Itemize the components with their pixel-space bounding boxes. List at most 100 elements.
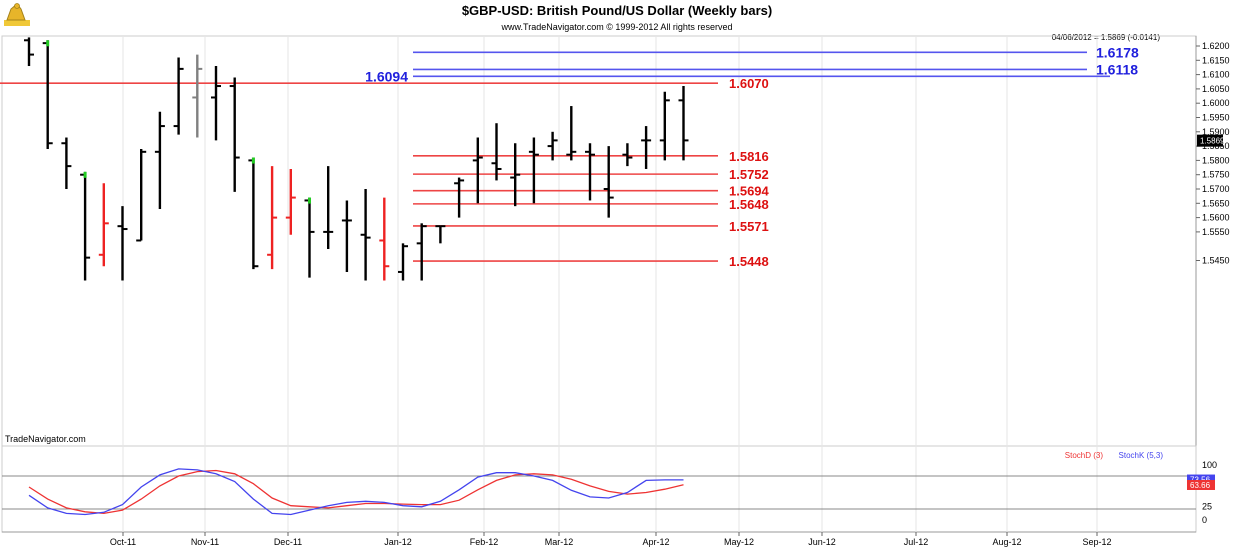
price-tick-label-11: 1.5650 <box>1202 198 1230 208</box>
ohlc-bar-26 <box>510 143 521 207</box>
date-tick-label-6: Apr-12 <box>642 537 669 547</box>
ohlc-bar-32 <box>622 143 633 167</box>
ohlc-bar-22 <box>435 225 446 244</box>
ohlc-bar-3 <box>80 171 91 281</box>
ohlc-bar-24 <box>472 137 483 204</box>
date-tick-label-0: Oct-11 <box>110 537 136 547</box>
cannon-logo-icon <box>4 3 30 26</box>
ohlc-bar-8 <box>173 57 184 135</box>
stochastic-axis: 1007525073.5663.66 <box>1187 460 1217 525</box>
price-tick-label-12: 1.5600 <box>1202 213 1230 223</box>
level-label-7: 1.5648 <box>729 197 769 212</box>
stoch-value-badge-0 <box>1187 474 1215 485</box>
level-label-1: 1.6118 <box>1096 61 1138 77</box>
stoch-value-label-1: 63.66 <box>1190 481 1211 490</box>
copyright-text: www.TradeNavigator.com © 1999-2012 All r… <box>501 22 733 32</box>
level-label-0: 1.6178 <box>1096 44 1139 60</box>
price-readout: 04/06/2012 = 1.5869 (-0.0141) <box>1052 33 1161 42</box>
ohlc-bar-12 <box>248 157 259 270</box>
ohlc-bar-20 <box>398 243 408 281</box>
current-price-badge <box>1197 134 1223 147</box>
price-tick-label-8: 1.5800 <box>1202 155 1230 165</box>
stoch-tick-label-0: 100 <box>1202 460 1217 470</box>
stoch-tick-label-2: 25 <box>1202 501 1212 511</box>
price-tick-label-14: 1.5450 <box>1202 256 1230 266</box>
price-axis: 1.6200 1.6150 1.6100 1.6050 1.6000 1.5950 1.59… <box>1196 41 1230 266</box>
ohlc-bar-11 <box>229 77 240 192</box>
date-tick-label-1: Nov-11 <box>191 537 219 547</box>
watermark: TradeNavigator.com <box>5 434 86 444</box>
price-tick-label-0: 1.6200 <box>1202 41 1230 51</box>
ohlc-bar-16 <box>323 166 334 250</box>
price-tick-label-3: 1.6050 <box>1202 84 1230 94</box>
legend-stochd: StochD (3) <box>1065 451 1104 460</box>
ohlc-bar-7 <box>154 111 165 210</box>
ohlc-bar-2 <box>61 137 72 189</box>
level-label-3: 1.6070 <box>729 76 769 91</box>
date-tick-label-3: Jan-12 <box>384 537 412 547</box>
ohlc-bar-10 <box>211 66 221 141</box>
stoch-tick-label-3: 0 <box>1202 515 1207 525</box>
ohlc-bar-6 <box>136 148 147 242</box>
date-tick-label-8: Jun-12 <box>808 537 836 547</box>
price-tick-label-6: 1.5900 <box>1202 127 1230 137</box>
ohlc-bar-18 <box>360 189 371 281</box>
ohlc-bar-34 <box>659 91 670 161</box>
level-label-5: 1.5752 <box>729 167 769 182</box>
ohlc-bar-31 <box>603 146 614 218</box>
stoch-series-1 <box>28 468 684 516</box>
ohlc-bar-13 <box>267 166 278 270</box>
price-tick-label-4: 1.6000 <box>1202 98 1230 108</box>
price-tick-label-1: 1.6150 <box>1202 55 1230 65</box>
grid-lines <box>122 37 1098 532</box>
stoch-series-0 <box>28 469 684 515</box>
stoch-value-badge-1 <box>1187 479 1215 490</box>
price-tick-label-5: 1.5950 <box>1202 113 1230 123</box>
level-label-6: 1.5694 <box>729 184 770 199</box>
ohlc-bar-1 <box>42 40 53 149</box>
legend-stochk: StochK (5,3) <box>1119 451 1164 460</box>
ohlc-bar-29 <box>566 106 577 161</box>
ohlc-bar-19 <box>379 197 390 281</box>
date-tick-label-9: Jul-12 <box>904 537 929 547</box>
ohlc-bar-5 <box>117 206 128 281</box>
ohlc-bar-0 <box>24 37 34 67</box>
date-tick-label-7: May-12 <box>724 537 754 547</box>
level-label-4: 1.5816 <box>729 149 769 164</box>
ohlc-bar-15 <box>304 197 315 278</box>
ohlc-bar-30 <box>585 143 595 201</box>
ohlc-bar-21 <box>416 223 427 281</box>
ohlc-bar-14 <box>285 168 296 235</box>
price-tick-label-10: 1.5700 <box>1202 184 1230 194</box>
ohlc-bar-17 <box>341 200 352 272</box>
price-bars <box>24 37 689 281</box>
ohlc-bar-27 <box>528 137 539 204</box>
level-label-9: 1.5448 <box>729 254 769 269</box>
date-tick-label-2: Dec-11 <box>274 537 302 547</box>
ohlc-bar-9 <box>192 54 203 138</box>
level-label-2: 1.6094 <box>365 68 408 84</box>
ohlc-bar-33 <box>641 126 652 169</box>
ohlc-bar-4 <box>98 183 109 267</box>
ohlc-bar-23 <box>454 177 465 218</box>
date-tick-label-10: Aug-12 <box>992 537 1021 547</box>
date-axis: Oct-11 Nov-11 Dec-11 Jan-12 Feb-12 Mar-12 Apr-… <box>110 532 1112 547</box>
stochastic-lines <box>2 468 1196 516</box>
ohlc-bar-25 <box>491 123 502 181</box>
price-tick-label-13: 1.5550 <box>1202 227 1230 237</box>
price-panel <box>1 35 1197 447</box>
trade-navigator-logo <box>4 3 30 26</box>
date-tick-label-4: Feb-12 <box>470 537 499 547</box>
ohlc-bar-35 <box>678 86 689 161</box>
price-tick-label-9: 1.5750 <box>1202 170 1230 180</box>
price-tick-label-2: 1.6100 <box>1202 70 1230 80</box>
date-tick-label-5: Mar-12 <box>545 537 574 547</box>
current-price-label: 1.5869 <box>1200 137 1225 146</box>
date-tick-label-11: Sep-12 <box>1082 537 1111 547</box>
chart-title: $GBP-USD: British Pound/US Dollar (Weekl… <box>462 3 772 18</box>
level-label-8: 1.5571 <box>729 219 769 234</box>
ohlc-bar-28 <box>547 131 558 161</box>
